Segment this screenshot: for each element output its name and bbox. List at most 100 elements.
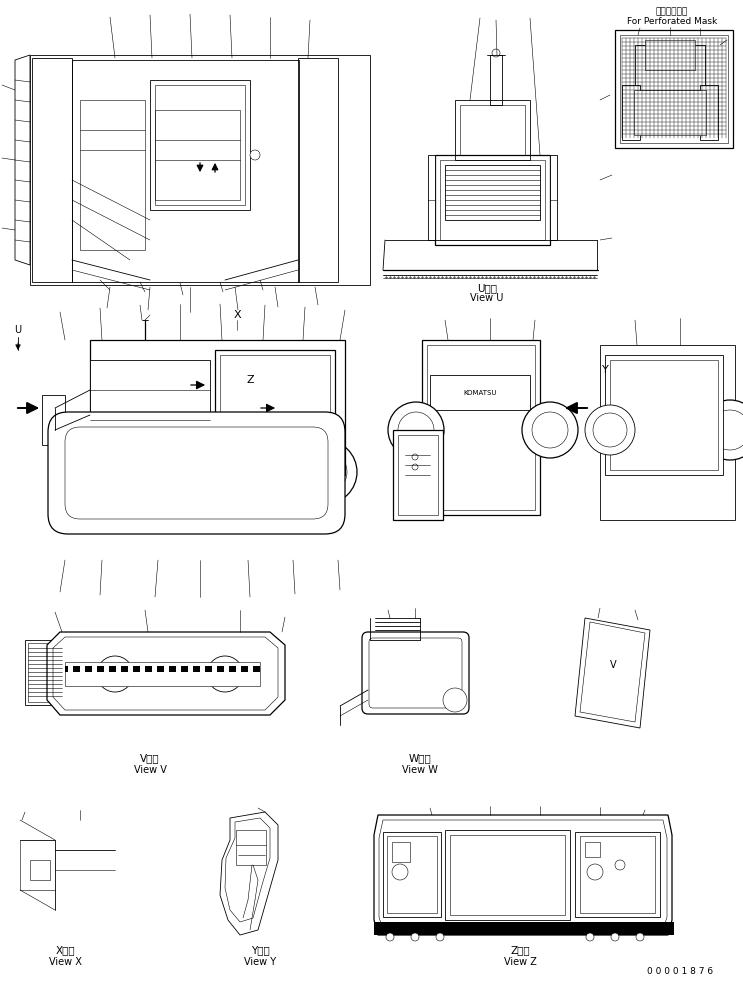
Polygon shape	[220, 812, 278, 935]
Circle shape	[63, 447, 113, 497]
Polygon shape	[428, 155, 435, 240]
Polygon shape	[580, 622, 645, 722]
Bar	[236, 830, 266, 865]
Circle shape	[412, 454, 418, 460]
Text: Y: Y	[602, 365, 609, 375]
Circle shape	[700, 400, 743, 460]
Polygon shape	[379, 820, 667, 930]
Bar	[90, 340, 345, 475]
Bar	[68, 666, 73, 672]
Bar	[634, 90, 706, 135]
Bar	[645, 40, 695, 70]
Text: View X: View X	[48, 957, 82, 967]
Text: Y　視: Y 視	[250, 945, 270, 955]
Circle shape	[532, 412, 568, 448]
Bar	[65, 662, 260, 686]
Bar	[65, 666, 260, 672]
Bar	[215, 350, 335, 470]
Circle shape	[293, 440, 357, 504]
Bar	[92, 666, 97, 672]
Text: X　視: X 視	[55, 945, 75, 955]
Circle shape	[71, 455, 105, 489]
Circle shape	[105, 664, 125, 684]
Circle shape	[194, 422, 206, 434]
Circle shape	[412, 464, 418, 470]
Polygon shape	[575, 618, 650, 728]
Text: V　視: V 視	[140, 753, 160, 763]
Bar	[104, 666, 109, 672]
Circle shape	[97, 656, 133, 692]
Bar	[445, 830, 570, 920]
Polygon shape	[374, 815, 672, 935]
Polygon shape	[225, 818, 270, 922]
Bar	[248, 666, 253, 672]
Text: X: X	[233, 310, 241, 320]
Bar	[440, 160, 545, 240]
FancyBboxPatch shape	[65, 427, 328, 519]
Bar	[605, 355, 723, 475]
FancyBboxPatch shape	[48, 412, 345, 534]
Circle shape	[303, 450, 347, 494]
Bar	[152, 666, 157, 672]
Bar	[575, 832, 660, 917]
Circle shape	[152, 440, 168, 456]
Bar	[700, 85, 718, 140]
Circle shape	[585, 405, 635, 455]
Text: View Z: View Z	[504, 957, 536, 967]
Text: W　視: W 視	[409, 753, 432, 763]
Bar	[155, 85, 245, 205]
Circle shape	[388, 402, 444, 458]
FancyBboxPatch shape	[369, 638, 462, 708]
Text: View U: View U	[470, 293, 504, 303]
FancyBboxPatch shape	[362, 632, 469, 714]
Circle shape	[386, 933, 394, 941]
Circle shape	[182, 440, 198, 456]
Circle shape	[250, 150, 260, 160]
Bar	[164, 666, 169, 672]
Polygon shape	[42, 395, 65, 445]
Bar	[580, 836, 655, 913]
Circle shape	[436, 933, 444, 941]
Text: For Perforated Mask: For Perforated Mask	[627, 18, 717, 27]
Text: U　視: U 視	[477, 283, 497, 293]
Text: View V: View V	[134, 765, 166, 775]
Bar	[383, 832, 441, 917]
Circle shape	[443, 688, 467, 712]
Circle shape	[586, 933, 594, 941]
Bar	[298, 58, 338, 282]
Circle shape	[207, 656, 243, 692]
Bar	[600, 345, 735, 520]
Circle shape	[593, 413, 627, 447]
Polygon shape	[550, 155, 557, 240]
Bar	[585, 842, 600, 857]
Bar	[398, 435, 438, 515]
Bar	[212, 666, 217, 672]
Circle shape	[242, 440, 258, 456]
Circle shape	[492, 49, 500, 57]
Bar	[387, 836, 437, 913]
Bar	[445, 165, 540, 220]
Bar	[224, 666, 229, 672]
Bar	[150, 80, 250, 210]
Bar	[393, 430, 443, 520]
Text: V: V	[610, 660, 616, 670]
Text: 丸穴マスク用: 丸穴マスク用	[656, 8, 688, 17]
Text: U: U	[14, 325, 22, 335]
Bar	[25, 640, 65, 705]
Bar	[30, 860, 50, 880]
Bar	[460, 105, 525, 155]
Bar	[140, 666, 145, 672]
Text: KOMATSU: KOMATSU	[463, 390, 497, 396]
Bar	[220, 355, 330, 465]
Bar	[610, 360, 718, 470]
Circle shape	[392, 864, 408, 880]
Text: View W: View W	[402, 765, 438, 775]
Bar	[615, 30, 733, 148]
Circle shape	[272, 440, 288, 456]
Circle shape	[212, 440, 228, 456]
Circle shape	[522, 402, 578, 458]
Bar	[620, 35, 728, 143]
Bar	[128, 666, 133, 672]
Bar	[90, 360, 210, 465]
Bar	[188, 666, 193, 672]
